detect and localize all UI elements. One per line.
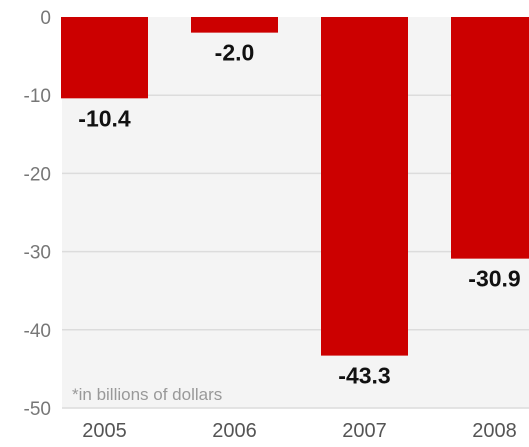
bar-2005 [61,17,148,99]
data-label-2007: -43.3 [338,363,390,389]
bar-2008 [451,17,529,259]
bars [61,17,529,356]
bar-2006 [191,17,278,33]
y-tick-label: -50 [24,399,51,420]
x-tick-label-2005: 2005 [82,420,127,442]
y-tick-label: -40 [24,321,51,342]
data-labels: -10.4 -2.0 -43.3 -30.9 [78,40,520,389]
data-label-2006: -2.0 [215,40,255,66]
y-tick-label: 0 [40,8,51,29]
y-axis-ticks: 0 -10 -20 -30 -40 -50 [24,8,51,420]
y-tick-label: -20 [24,164,51,185]
y-tick-label: -30 [24,243,51,264]
x-tick-label-2008: 2008 [472,420,517,442]
data-label-2008: -30.9 [468,266,520,292]
y-tick-label: -10 [24,86,51,107]
x-axis-ticks: 2005 2006 2007 2008 [82,420,517,442]
data-label-2005: -10.4 [78,105,131,131]
x-tick-label-2006: 2006 [212,420,257,442]
footnote-annotation: *in billions of dollars [72,385,222,404]
x-tick-label-2007: 2007 [342,420,387,442]
bar-2007 [321,17,408,356]
